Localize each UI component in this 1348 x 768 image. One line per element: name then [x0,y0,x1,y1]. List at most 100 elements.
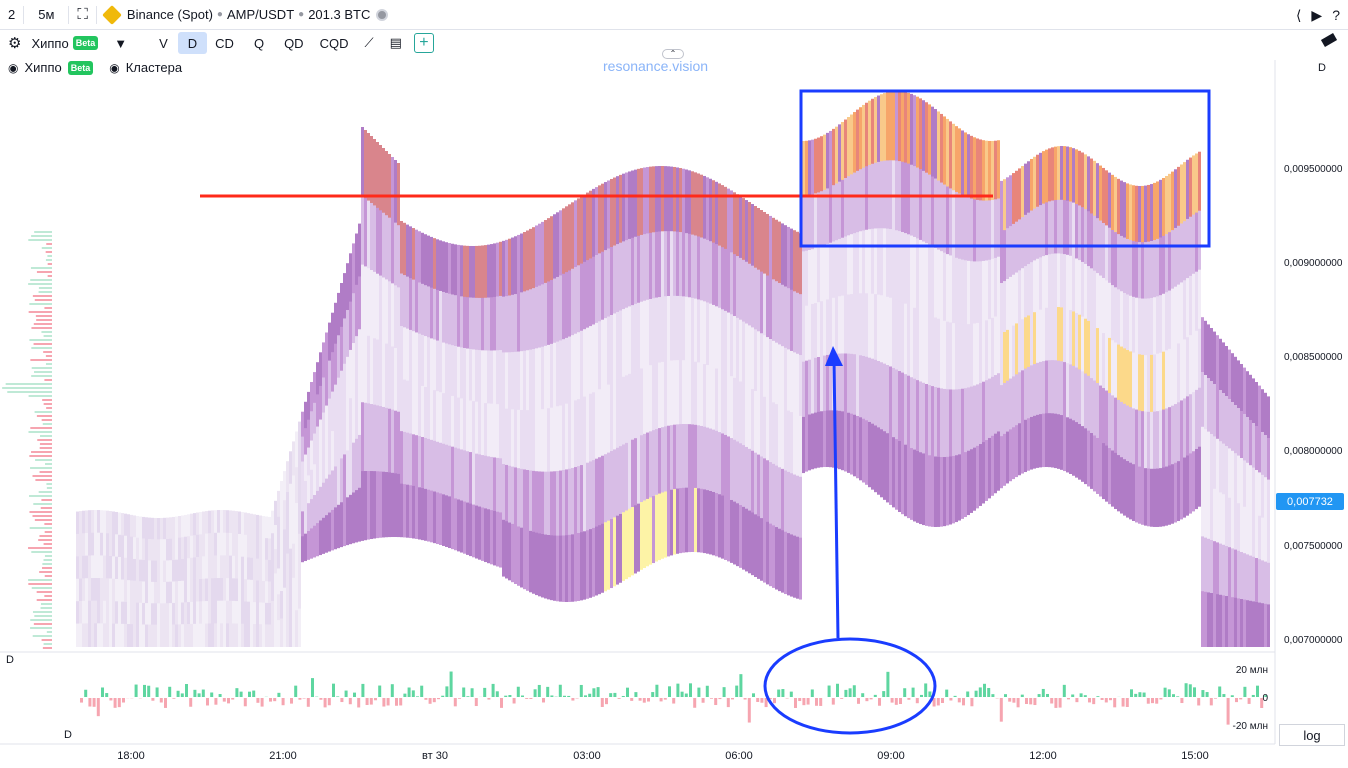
heatmap-cell [1264,603,1267,647]
delta-bar [1151,698,1154,704]
delta-bar [294,685,298,697]
profile-bar [40,435,52,437]
heatmap-cell [529,410,532,472]
heatmap-cell [91,623,94,647]
heatmap-cell [757,516,760,579]
heatmap-cell [931,316,934,388]
heatmap-cell [901,302,904,374]
heatmap-cell [928,174,931,246]
delta-bar [600,698,604,707]
heatmap-cell [1267,562,1270,606]
help-icon[interactable]: ? [1332,7,1340,23]
delta-bar [311,678,314,697]
mode-cd[interactable]: CD [215,35,234,51]
video-icon[interactable]: ▶ [1311,6,1323,23]
heatmap-cell [721,309,724,373]
ruler-icon[interactable] [1320,33,1338,47]
heatmap-cell [853,293,856,356]
heatmap-cell [643,500,646,569]
heatmap-cell [496,242,499,298]
delta-bar [1264,695,1268,697]
delta-bar [533,689,537,697]
heatmap-cell [274,597,277,623]
price-axis[interactable]: 0,0095000000,0090000000,0085000000,00800… [1284,164,1343,646]
time-axis[interactable]: 18:00 21:00 вт 30 03:00 06:00 09:00 12:00 15:00 [117,750,1209,762]
screenshot-icon[interactable]: ⛶ [77,6,88,23]
document-icon[interactable]: ▤ [389,35,402,50]
heatmap-cell [169,581,172,605]
mode-qd[interactable]: QD [284,35,304,51]
heatmap-cell [283,558,286,589]
heatmap-cell [562,339,565,406]
heatmap-cell [1168,407,1171,467]
share-icon[interactable]: ⟨ [1295,6,1302,23]
eye-icon[interactable]: ◉ [8,60,19,75]
heatmap-cell [547,408,550,473]
heatmap-cell [1048,254,1051,309]
heatmap-cell [1108,448,1111,505]
heatmap-cell [922,312,925,384]
symbol-info[interactable]: Binance (Spot) ● AMP/USDT ● 201.3 BTC [97,0,396,30]
heatmap-cell [1210,434,1213,488]
heatmap-cell [259,515,262,539]
heatmap-cell [154,624,157,647]
interval-selector[interactable]: 5м [38,7,55,22]
add-indicator-button[interactable]: + [413,33,434,53]
heatmap-cell [433,491,436,544]
profile-bar [45,259,52,261]
heatmap-cell [1009,327,1012,380]
heatmap-cell [826,354,829,412]
heatmap-cell [388,154,391,219]
heatmap-cell [223,578,226,602]
heatmap-chart[interactable]: 0,0095000000,0090000000,0085000000,00800… [0,56,1348,768]
heatmap-cell [319,520,322,556]
legend-item-hippo[interactable]: Хиппо [24,60,62,75]
heatmap-cell [829,410,832,468]
heatmap-cell [172,538,175,561]
delta-bar [932,698,936,707]
heatmap-cell [430,389,433,441]
heatmap-cell [1147,468,1150,527]
delta-bar [815,698,818,706]
indicator-button[interactable]: Хиппо Beta [29,32,106,54]
line-chart-icon[interactable]: ⟋ [364,35,374,50]
heatmap-cell [391,346,394,411]
legend-item-clusters[interactable]: Кластера [125,60,183,75]
heatmap-cell [928,104,931,176]
mode-cqd[interactable]: CQD [319,35,349,51]
gear-icon[interactable]: ⚙ [8,35,22,52]
heatmap-cell [97,510,100,534]
delta-bar [558,684,562,697]
heatmap-cell [421,232,424,285]
heatmap-cell [394,160,397,224]
log-scale-button[interactable]: log [1279,724,1345,746]
heatmap-cell [151,560,154,583]
heatmap-cell [457,397,460,450]
profile-bar [35,459,52,461]
heatmap-cell [1105,225,1108,282]
mode-v[interactable]: V [159,35,168,51]
heatmap-cell [1198,269,1201,330]
heatmap-cell [289,483,292,518]
heatmap-cell [1042,151,1045,205]
mode-d[interactable]: D [177,32,208,54]
heatmap-cell [1084,263,1087,320]
heatmap-cell [1204,483,1207,539]
layout-number[interactable]: 2 [8,7,16,22]
heatmap-cell [676,167,679,233]
heatmap-cell [142,602,145,626]
heatmap-cell [388,281,391,347]
delta-bar [1008,698,1012,702]
filter-icon[interactable]: ▼ [114,35,128,51]
heatmap-cell [1078,369,1081,426]
heatmap-cell [1213,331,1216,385]
delta-bar [802,698,806,706]
collapse-toggle-icon[interactable]: ⌃ [662,49,684,59]
heatmap-cell [340,283,343,328]
heatmap-cell [373,338,376,406]
mode-q[interactable]: Q [253,35,265,51]
heatmap-cell [1144,411,1147,470]
eye-icon[interactable]: ◉ [109,60,120,75]
heatmap-cell [682,360,685,426]
heatmap-cell [562,273,565,341]
